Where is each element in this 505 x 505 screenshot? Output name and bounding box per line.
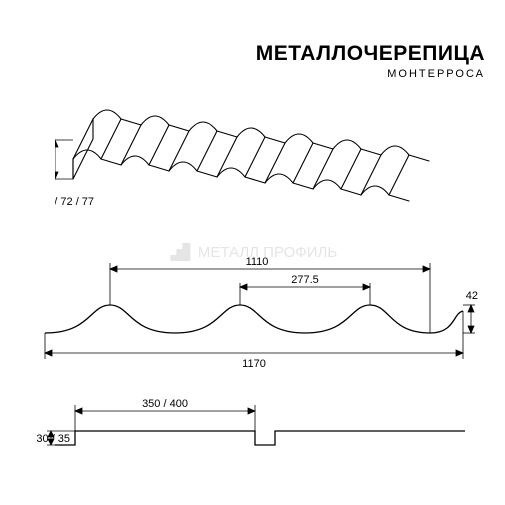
- title-block: МЕТАЛЛОЧЕРЕПИЦА МОНТЕРРОСА: [0, 42, 485, 80]
- cross-section-view: 1110 277.5 1170 42: [35, 255, 480, 375]
- step-height-label: 25 / 30 / 35: [35, 433, 70, 445]
- pitch-label: 277.5: [291, 274, 319, 286]
- cover-width-label: 1110: [246, 256, 269, 268]
- step-section-view: 350 / 400 25 / 30 / 35: [35, 395, 480, 465]
- title-subtitle: МОНТЕРРОСА: [0, 68, 485, 80]
- step-length-label: 350 / 400: [142, 398, 188, 410]
- isometric-view: 67 / 72 / 77: [55, 95, 470, 225]
- total-width-label: 1170: [242, 358, 266, 370]
- wave-height-label: 42: [466, 290, 478, 302]
- title-main: МЕТАЛЛОЧЕРЕПИЦА: [0, 42, 485, 66]
- iso-height-label: 67 / 72 / 77: [55, 196, 94, 208]
